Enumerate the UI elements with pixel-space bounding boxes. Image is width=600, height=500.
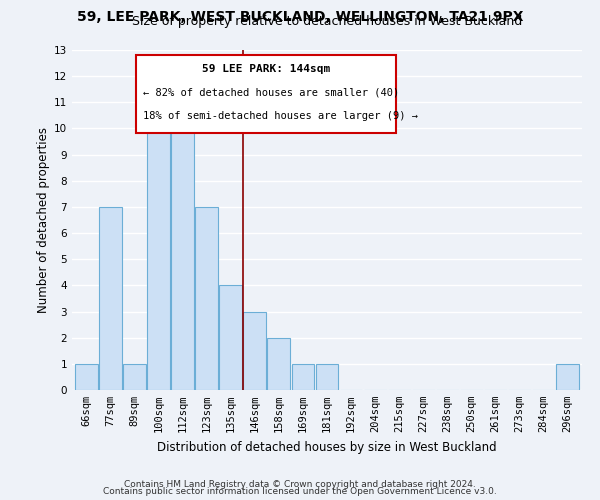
Text: Contains HM Land Registry data © Crown copyright and database right 2024.: Contains HM Land Registry data © Crown c…: [124, 480, 476, 489]
Bar: [123, 364, 146, 390]
Bar: [171, 102, 194, 390]
Text: 59 LEE PARK: 144sqm: 59 LEE PARK: 144sqm: [202, 64, 330, 74]
Bar: [99, 207, 122, 390]
Text: Contains public sector information licensed under the Open Government Licence v3: Contains public sector information licen…: [103, 488, 497, 496]
FancyBboxPatch shape: [136, 55, 396, 134]
Bar: [147, 128, 170, 390]
Text: 18% of semi-detached houses are larger (9) →: 18% of semi-detached houses are larger (…: [143, 111, 418, 121]
Y-axis label: Number of detached properties: Number of detached properties: [37, 127, 50, 313]
Bar: [316, 364, 338, 390]
Bar: [292, 364, 314, 390]
Text: 59, LEE PARK, WEST BUCKLAND, WELLINGTON, TA21 9PX: 59, LEE PARK, WEST BUCKLAND, WELLINGTON,…: [77, 10, 523, 24]
Bar: [268, 338, 290, 390]
Bar: [220, 286, 242, 390]
Title: Size of property relative to detached houses in West Buckland: Size of property relative to detached ho…: [132, 15, 522, 28]
Bar: [195, 207, 218, 390]
Bar: [75, 364, 98, 390]
Text: ← 82% of detached houses are smaller (40): ← 82% of detached houses are smaller (40…: [143, 88, 400, 98]
Bar: [556, 364, 579, 390]
Bar: [244, 312, 266, 390]
X-axis label: Distribution of detached houses by size in West Buckland: Distribution of detached houses by size …: [157, 440, 497, 454]
